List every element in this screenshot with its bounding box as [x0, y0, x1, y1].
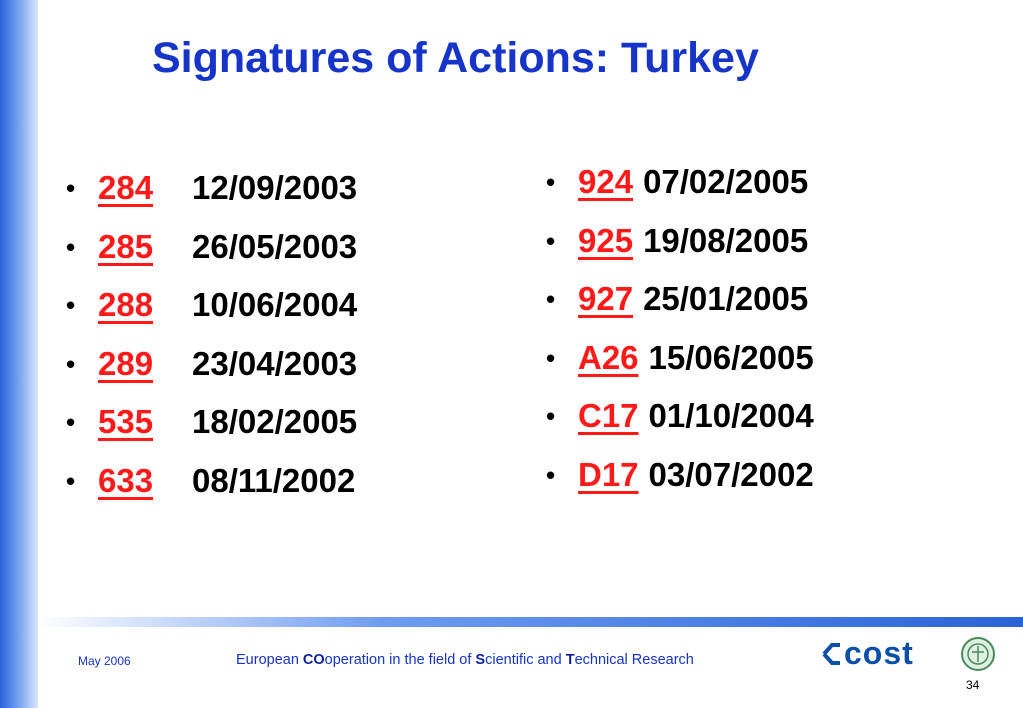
signature-date: 23/04/2003 [192, 344, 358, 382]
side-accent-bar [0, 0, 38, 708]
list-item: • 924 07/02/2005 [546, 156, 814, 215]
action-link[interactable]: D17 [578, 455, 639, 493]
list-item: • 285 26/05/2003 [66, 221, 357, 280]
footer-divider [38, 617, 1023, 627]
list-item: • 289 23/04/2003 [66, 338, 357, 397]
action-link[interactable]: 924 [578, 163, 634, 200]
signature-date: 19/08/2005 [643, 221, 809, 259]
bullet-icon: • [546, 167, 556, 197]
signature-date: 25/01/2005 [643, 280, 809, 317]
bullet-icon: • [546, 459, 556, 490]
page-number: 34 [966, 678, 980, 692]
signature-date: 08/11/2002 [192, 461, 356, 499]
bullet-icon: • [66, 465, 76, 496]
bullet-icon: • [66, 407, 76, 437]
list-item: • 535 18/02/2005 [66, 396, 357, 455]
action-link[interactable]: 288 [98, 286, 154, 323]
bullet-icon: • [66, 173, 76, 203]
signature-date: 12/09/2003 [192, 169, 358, 206]
signature-date: 03/07/2002 [648, 455, 814, 493]
svg-text:cost: cost [844, 636, 914, 671]
bullet-icon: • [66, 231, 76, 262]
slide-title: Signatures of Actions: Turkey [152, 34, 759, 82]
action-link[interactable]: 285 [98, 227, 154, 265]
list-item: • A26 15/06/2005 [546, 332, 814, 391]
signature-date: 07/02/2005 [643, 163, 809, 200]
action-link[interactable]: 535 [98, 403, 154, 440]
list-item: • D17 03/07/2002 [546, 449, 814, 508]
list-item: • 925 19/08/2005 [546, 215, 814, 274]
bullet-icon: • [66, 290, 76, 320]
bullet-icon: • [546, 284, 556, 314]
action-link[interactable]: 284 [98, 169, 154, 206]
action-link[interactable]: C17 [578, 397, 639, 434]
list-item: • 284 12/09/2003 [66, 162, 357, 221]
tagline-emphasis: T [565, 652, 575, 668]
action-link[interactable]: 289 [98, 344, 154, 382]
tagline-emphasis: CO [302, 652, 325, 668]
signature-date: 15/06/2005 [648, 338, 814, 376]
footer-tagline: European COoperation in the field of Sci… [236, 652, 694, 668]
tagline-part: operation in the field of [324, 652, 476, 668]
signature-date: 18/02/2005 [192, 403, 358, 440]
tagline-part: cientific and [485, 652, 566, 668]
action-link[interactable]: 925 [578, 221, 634, 259]
list-item: • 288 10/06/2004 [66, 279, 357, 338]
signature-date: 01/10/2004 [648, 397, 814, 434]
left-action-list: • 284 12/09/2003 • 285 26/05/2003 • 288 10/06/… [66, 162, 357, 513]
footer-date: May 2006 [78, 654, 131, 668]
action-link[interactable]: A26 [578, 338, 639, 376]
bullet-icon: • [546, 342, 556, 373]
signature-date: 10/06/2004 [192, 286, 358, 323]
esf-seal-icon [961, 637, 995, 671]
bullet-icon: • [546, 401, 556, 431]
right-action-list: • 924 07/02/2005 • 925 19/08/2005 • 927 25/01/… [546, 156, 814, 507]
tagline-emphasis: S [475, 652, 486, 668]
action-link[interactable]: 927 [578, 280, 634, 317]
tagline-part: echnical Research [574, 652, 694, 668]
list-item: • 633 08/11/2002 [66, 455, 357, 514]
list-item: • C17 01/10/2004 [546, 390, 814, 449]
list-item: • 927 25/01/2005 [546, 273, 814, 332]
bullet-icon: • [546, 225, 556, 256]
tagline-part: European [236, 652, 303, 668]
signature-date: 26/05/2003 [192, 227, 358, 265]
bullet-icon: • [66, 348, 76, 379]
action-link[interactable]: 633 [98, 461, 154, 499]
cost-logo-icon: cost [822, 636, 914, 671]
